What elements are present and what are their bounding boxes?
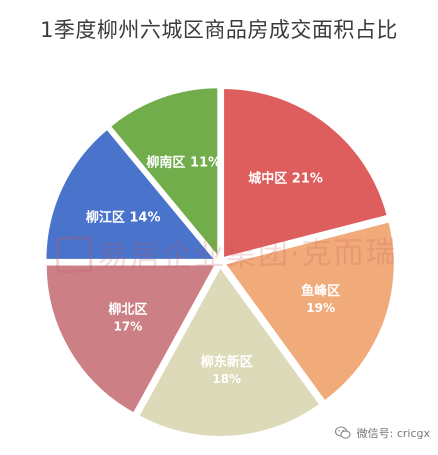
footer-text: 微信号: cricgx [356, 427, 430, 440]
chart-title: 1季度柳州六城区商品房成交面积占比 [40, 18, 398, 42]
watermark-logo-icon [55, 236, 93, 273]
slice-label: 柳北区 [108, 301, 147, 317]
pie-slice [137, 265, 322, 438]
pie-slice [223, 220, 396, 403]
pie-slice [222, 87, 389, 260]
slice-label: 柳南区 11% [146, 154, 221, 170]
pie-slice [44, 263, 218, 415]
wechat-icon [334, 426, 351, 439]
footer: 微信号: cricgx [334, 425, 430, 441]
watermark-text: 易居企业集团·克而瑞 [97, 235, 398, 276]
slice-label: 城中区 21% [248, 170, 323, 186]
pie-slice [44, 127, 218, 261]
slice-label: 鱼峰区 [301, 283, 340, 299]
slice-value-label: 17% [114, 319, 143, 333]
watermark: 易居企业集团·克而瑞 [55, 227, 398, 277]
slice-value-label: 19% [306, 301, 335, 315]
pie-slice [108, 86, 220, 261]
slice-label: 柳江区 14% [86, 209, 161, 225]
slice-label: 柳东新区 [201, 354, 253, 370]
slice-value-label: 18% [212, 372, 241, 386]
